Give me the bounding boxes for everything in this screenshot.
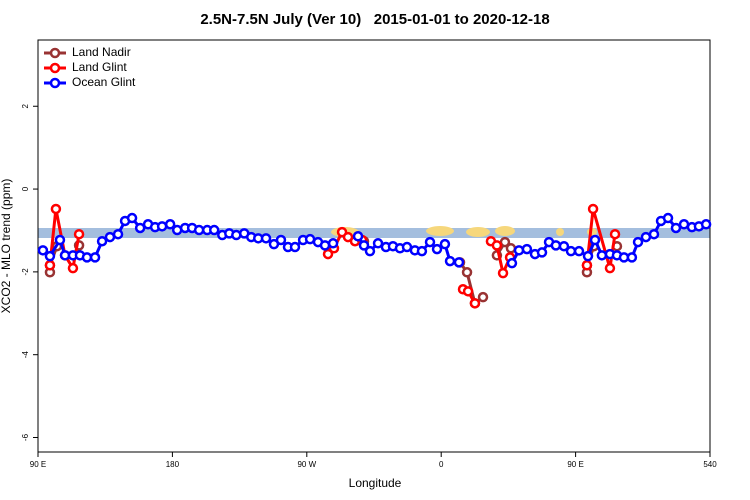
point xyxy=(477,291,489,303)
y-tick-label: 0 xyxy=(21,186,30,191)
land-patch xyxy=(495,226,515,236)
point xyxy=(208,224,220,236)
point xyxy=(589,234,601,246)
point xyxy=(364,245,376,257)
point xyxy=(164,219,176,230)
point xyxy=(596,250,608,261)
point xyxy=(126,212,138,224)
point xyxy=(352,231,364,242)
point xyxy=(112,228,124,240)
point xyxy=(506,257,518,269)
point xyxy=(81,252,93,263)
point xyxy=(260,233,272,244)
point xyxy=(670,222,682,234)
y-tick-label: -4 xyxy=(21,351,30,359)
point xyxy=(439,238,451,250)
y-tick-label: -6 xyxy=(21,433,30,441)
chart-title: 2.5N-7.5N July (Ver 10) 2015-01-01 to 20… xyxy=(200,11,549,28)
point xyxy=(550,240,562,251)
point xyxy=(491,240,503,251)
background-decor xyxy=(38,226,710,238)
point xyxy=(609,228,621,240)
point xyxy=(54,234,66,246)
point xyxy=(632,236,644,248)
legend-marker xyxy=(49,77,61,89)
point xyxy=(424,236,436,248)
point xyxy=(700,219,712,230)
point xyxy=(497,267,509,279)
legend-label: Land Glint xyxy=(72,60,127,74)
x-tick-label: 90 W xyxy=(297,460,316,469)
point xyxy=(104,231,116,243)
land-patch xyxy=(466,227,490,237)
y-tick-label: -2 xyxy=(21,268,30,276)
point xyxy=(587,203,599,215)
point xyxy=(662,212,674,224)
y-axis-title: XCO2 - MLO trend (ppm) xyxy=(0,179,13,314)
point xyxy=(156,221,168,232)
point xyxy=(444,255,456,267)
x-tick-label: 90 E xyxy=(567,460,583,469)
legend-label: Land Nadir xyxy=(72,45,131,59)
x-tick-label: 90 E xyxy=(30,460,46,469)
point xyxy=(536,247,548,258)
point xyxy=(89,252,101,263)
point xyxy=(327,238,339,249)
point xyxy=(513,245,525,256)
point xyxy=(50,203,62,215)
point xyxy=(322,248,334,260)
point xyxy=(453,257,465,268)
point xyxy=(44,250,56,262)
point xyxy=(648,228,660,240)
point xyxy=(640,231,652,243)
point xyxy=(505,243,517,254)
point xyxy=(431,243,443,255)
point xyxy=(319,240,331,251)
point xyxy=(469,298,481,309)
x-tick-label: 180 xyxy=(166,460,180,469)
point xyxy=(372,238,384,249)
point xyxy=(582,250,594,262)
legend-marker xyxy=(49,62,61,74)
land-patch xyxy=(556,228,564,236)
point xyxy=(134,222,146,234)
point xyxy=(521,243,533,255)
x-axis-title: Longitude xyxy=(349,476,402,490)
point xyxy=(416,245,428,257)
point xyxy=(565,245,577,257)
legend-marker xyxy=(49,47,61,59)
point xyxy=(193,224,205,236)
point xyxy=(67,262,79,274)
point xyxy=(461,267,473,278)
x-tick-label: 540 xyxy=(703,460,717,469)
point xyxy=(626,252,638,263)
point xyxy=(581,260,593,271)
point xyxy=(96,235,108,247)
point xyxy=(558,240,570,252)
point xyxy=(462,286,474,297)
point xyxy=(275,234,287,246)
point xyxy=(37,245,49,256)
ocean-band xyxy=(38,228,710,238)
x-tick-label: 0 xyxy=(439,460,444,469)
point xyxy=(573,245,585,257)
point xyxy=(73,228,85,240)
legend-label: Ocean Glint xyxy=(72,75,136,89)
point xyxy=(44,260,56,271)
point xyxy=(604,262,616,274)
point xyxy=(358,240,370,251)
point xyxy=(289,241,301,253)
land-patch xyxy=(426,226,454,236)
y-tick-label: 2 xyxy=(21,103,30,108)
plot-frame xyxy=(37,39,711,453)
